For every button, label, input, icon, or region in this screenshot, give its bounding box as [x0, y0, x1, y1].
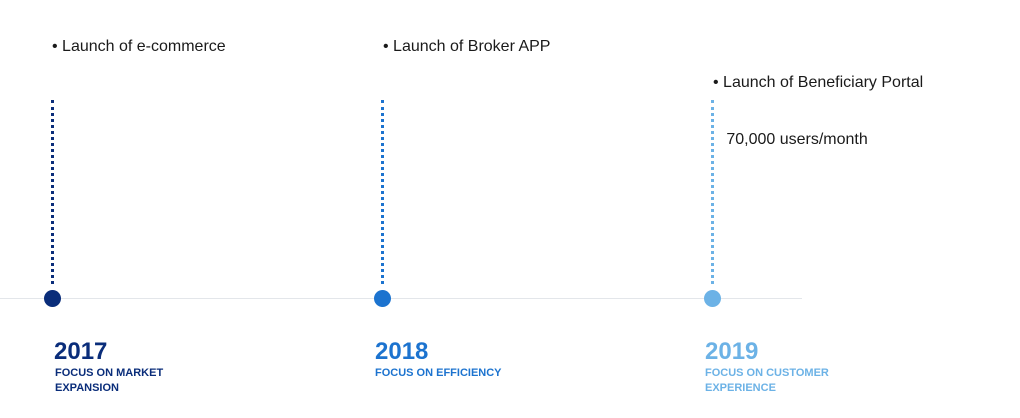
- milestone-focus: FOCUS ON EFFICIENCY: [375, 367, 502, 379]
- timeline-stem: [381, 100, 384, 284]
- milestone-year: 2018: [375, 338, 429, 365]
- timeline-dot: [44, 290, 61, 307]
- milestone-bullets: • Launch of Broker APP: [383, 37, 550, 56]
- bullet-item: • Launch of e-commerce: [52, 38, 226, 55]
- milestone-year: 2019: [705, 338, 759, 365]
- timeline-stem: [711, 100, 714, 284]
- bullet-item: 70,000 users/month: [713, 131, 868, 148]
- timeline-stem: [51, 100, 54, 284]
- milestone-year: 2017: [54, 338, 108, 365]
- timeline-dot: [374, 290, 391, 307]
- bullet-item: • Launch of Beneficiary Portal: [713, 74, 924, 91]
- milestone-bullets: • Launch of e-commerce: [52, 37, 226, 56]
- milestone-focus: FOCUS ON MARKET EXPANSION: [55, 367, 164, 394]
- milestone-bullets: • Launch of Beneficiary Portal 70,000 us…: [713, 35, 923, 187]
- milestone-focus: FOCUS ON CUSTOMER EXPERIENCE: [705, 367, 829, 394]
- timeline-axis: [0, 298, 802, 299]
- timeline-dot: [704, 290, 721, 307]
- bullet-item: • Launch of Broker APP: [383, 38, 551, 55]
